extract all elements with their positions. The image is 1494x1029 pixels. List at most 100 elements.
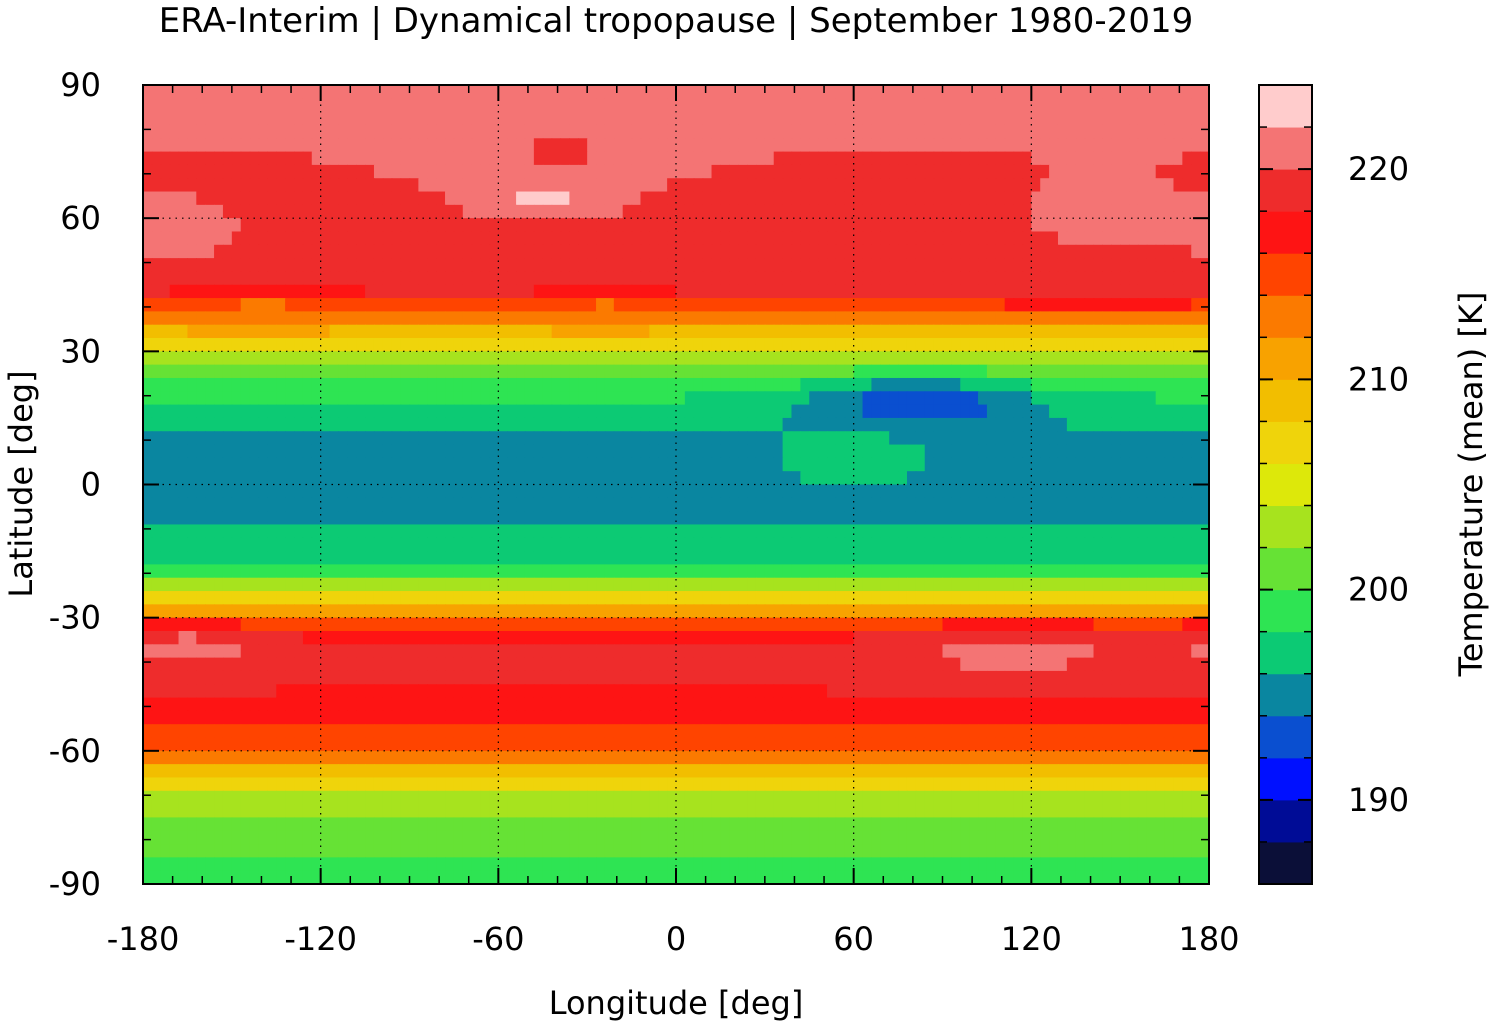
heatmap-cell-4497 [649, 577, 659, 592]
heatmap-cell-3844 [178, 511, 189, 526]
heatmap-cell-1462 [338, 244, 348, 259]
heatmap-cell-3247 [205, 444, 215, 459]
heatmap-cell-1606 [551, 258, 562, 273]
heatmap-cell-2450 [587, 351, 597, 366]
heatmap-cell-3608 [214, 484, 224, 499]
heatmap-cell-3456 [995, 457, 1006, 472]
heatmap-cell-3533 [613, 471, 624, 486]
heatmap-cell-1480 [498, 244, 508, 259]
heatmap-cell-3320 [853, 444, 864, 459]
heatmap-cell-1612 [604, 258, 615, 273]
heatmap-cell-1523 [880, 244, 890, 259]
heatmap-cell-4633 [791, 591, 801, 605]
heatmap-cell-366 [196, 124, 206, 139]
heatmap-cell-2425 [365, 351, 375, 366]
heatmap-cell-347 [1093, 111, 1103, 126]
heatmap-cell-3134 [267, 431, 277, 446]
heatmap-cell-3395 [453, 457, 464, 472]
heatmap-cell-269 [400, 111, 411, 126]
heatmap-cell-3130 [231, 431, 242, 446]
heatmap-cell-1763 [880, 271, 890, 286]
heatmap-cell-1739 [667, 271, 677, 286]
heatmap-cell-1271 [773, 218, 784, 233]
heatmap-cell-4653 [969, 591, 979, 605]
heatmap-cell-1535 [986, 244, 997, 259]
heatmap-cell-3219 [1022, 431, 1032, 446]
heatmap-cell-4567 [205, 591, 215, 605]
heatmap-cell-4185 [1075, 537, 1086, 552]
heatmap-cell-4652 [960, 591, 970, 605]
heatmap-cell-4631 [773, 591, 784, 605]
heatmap-cell-1234 [445, 218, 455, 233]
heatmap-cell-1007 [560, 191, 570, 206]
heatmap-cell-584 [1066, 138, 1077, 153]
heatmap-cell-4801 [151, 617, 162, 632]
heatmap-cell-3090 [942, 417, 952, 432]
heatmap-cell-3687 [915, 484, 926, 499]
heatmap-cell-3606 [196, 484, 206, 499]
heatmap-cell-531 [596, 138, 606, 153]
heatmap-cell-4396 [818, 564, 828, 579]
heatmap-cell-3457 [1004, 457, 1015, 472]
heatmap-cell-1771 [951, 271, 961, 286]
heatmap-cell-4709 [400, 604, 411, 619]
heatmap-cell-1115 [453, 204, 464, 219]
heatmap-cell-665 [720, 151, 730, 166]
heatmap-cell-1494 [622, 244, 633, 259]
heatmap-cell-2051 [240, 311, 251, 326]
heatmap-cell-1285 [898, 218, 908, 233]
heatmap-cell-3476 [1173, 457, 1183, 472]
heatmap-cell-3901 [684, 511, 695, 526]
heatmap-cell-1781 [1040, 271, 1050, 286]
heatmap-cell-1332 [249, 231, 260, 246]
heatmap-cell-779 [667, 164, 677, 179]
heatmap-cell-1268 [747, 218, 757, 233]
heatmap-cell-4909 [1111, 617, 1121, 632]
heatmap-cell-25 [365, 85, 375, 99]
heatmap-cell-2457 [649, 351, 659, 366]
heatmap-cell-4387 [738, 564, 748, 579]
heatmap-cell-3322 [871, 444, 881, 459]
heatmap-cell-2177 [294, 324, 304, 339]
heatmap-cell-1352 [427, 231, 437, 246]
heatmap-cell-4883 [880, 617, 890, 632]
heatmap-cell-2128 [924, 311, 935, 326]
heatmap-cell-4088 [214, 537, 224, 552]
heatmap-cell-4922 [160, 630, 171, 645]
heatmap-cell-2248 [924, 324, 935, 339]
heatmap-cell-481 [151, 138, 162, 153]
heatmap-cell-2166 [196, 324, 206, 339]
heatmap-cell-2062 [338, 311, 348, 326]
heatmap-cell-2162 [160, 324, 171, 339]
heatmap-cell-529 [578, 138, 588, 153]
heatmap-cell-2053 [258, 311, 268, 326]
heatmap-cell-1482 [516, 244, 526, 259]
heatmap-cell-2156 [1173, 311, 1183, 326]
heatmap-cell-4874 [800, 617, 810, 632]
heatmap-cell-1726 [551, 271, 562, 286]
heatmap-cell-3555 [809, 471, 819, 486]
heatmap-cell-2862 [1049, 391, 1059, 406]
heatmap-cell-400 [498, 124, 508, 139]
heatmap-cell-2352 [782, 338, 793, 352]
heatmap-cell-3310 [764, 444, 775, 459]
heatmap-cell-2027 [1093, 298, 1103, 312]
heatmap-cell-1355 [453, 231, 464, 246]
heatmap-cell-1912 [1137, 284, 1148, 299]
heatmap-cell-2921 [507, 404, 517, 419]
heatmap-cell-4464 [356, 577, 366, 592]
heatmap-cell-3001 [151, 417, 162, 432]
heatmap-cell-4012 [604, 524, 615, 539]
heatmap-cell-4732 [604, 604, 615, 619]
heatmap-cell-1950 [409, 298, 419, 312]
heatmap-cell-2526 [196, 364, 206, 379]
heatmap-cell-388 [391, 124, 402, 139]
heatmap-cell-368 [214, 124, 224, 139]
heatmap-cell-4560 [143, 591, 153, 605]
heatmap-cell-4759 [844, 604, 855, 619]
heatmap-cell-1331 [240, 231, 251, 246]
heatmap-cell-2115 [809, 311, 819, 326]
heatmap-cell-2919 [489, 404, 499, 419]
heatmap-cell-2227 [738, 324, 748, 339]
heatmap-cell-1540 [1031, 244, 1041, 259]
